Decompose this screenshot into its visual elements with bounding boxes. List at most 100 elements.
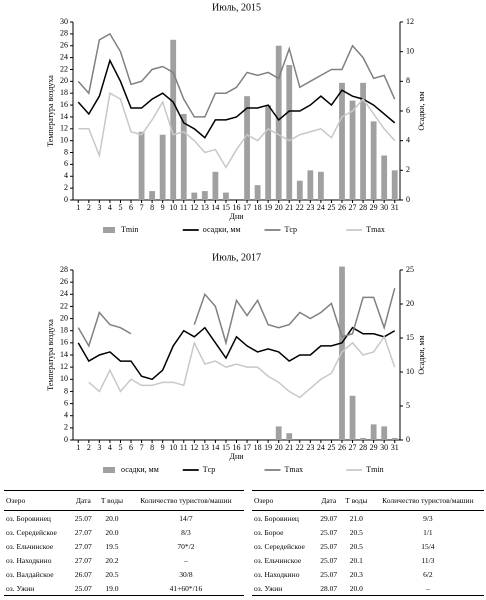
cell: 8/3: [181, 527, 191, 537]
x-axis-label: Дни: [229, 452, 244, 461]
bar: [212, 171, 219, 200]
y-tick-label: 18: [60, 88, 68, 97]
cell: оз. Валдайское: [6, 569, 54, 579]
x-tick-label: 2: [87, 443, 91, 452]
y-tick-label: 14: [60, 112, 68, 121]
bar: [360, 82, 366, 200]
x-tick-label: 4: [108, 203, 112, 212]
header-row: Озеро Дата T воды Количество туристов/машин: [252, 490, 484, 511]
x-tick-label: 28: [359, 443, 367, 452]
bar: [349, 395, 356, 440]
bar: [286, 433, 293, 440]
y-tick-label: 18: [60, 326, 68, 335]
bar: [370, 424, 377, 440]
line: [77, 310, 132, 348]
cell: 25.07: [320, 569, 338, 579]
legend-label: Tmax: [285, 465, 304, 474]
row: оз. Боровинец 25.07 20.0 14/7: [4, 511, 244, 526]
cell: оз. Находкино: [6, 555, 52, 565]
row: оз. Ужин 25.07 19.0 41+60*/16: [4, 581, 244, 596]
bar: [138, 131, 145, 200]
y-tick-label: 22: [60, 64, 68, 73]
line: [77, 32, 396, 118]
x-tick-label: 7: [140, 443, 144, 452]
x-tick-label: 19: [264, 443, 272, 452]
bar: [265, 105, 272, 200]
y-tick-label: 20: [60, 313, 68, 322]
x-tick-label: 17: [243, 443, 251, 452]
bar: [223, 192, 229, 200]
bar: [159, 134, 166, 200]
x-tick-label: 20: [275, 203, 283, 212]
row: оз. Ельчинское 25.07 20.1 11/3: [252, 553, 484, 567]
header-cell: Озеро: [252, 490, 317, 511]
x-tick-label: 26: [338, 443, 346, 452]
y-axis-label: Температура воздуха: [46, 75, 55, 147]
cell: –: [184, 555, 188, 565]
header-cell: Количество туристов/машин: [127, 490, 244, 511]
y2-tick-label: 5: [406, 401, 410, 410]
x-tick-label: 9: [161, 443, 165, 452]
cell: 20.3: [349, 569, 363, 579]
cell: 27.07: [74, 541, 92, 551]
y-tick-label: 22: [60, 301, 68, 310]
cell: оз. Ельчинское: [6, 541, 54, 551]
y-tick-label: 20: [60, 76, 68, 85]
cell: 25.07: [74, 583, 92, 593]
y2-tick-label: 6: [406, 106, 410, 115]
x-tick-label: 11: [180, 443, 188, 452]
legend-swatch: [103, 467, 115, 473]
cell: 25.07: [320, 541, 338, 551]
y-tick-label: 14: [60, 350, 68, 359]
y-tick-label: 26: [60, 41, 68, 50]
x-tick-label: 29: [370, 203, 378, 212]
legend-label: осадки, мм: [203, 225, 241, 234]
cell: 20.0: [105, 527, 119, 537]
cell: 26.07: [74, 569, 92, 579]
cell: 70*/2: [177, 541, 195, 551]
x-tick-label: 9: [161, 203, 165, 212]
header-cell: Дата: [70, 490, 97, 511]
x-tick-label: 16: [233, 203, 241, 212]
legend-label: Tср: [285, 225, 297, 234]
y2-axis-label: Осадки, мм: [417, 91, 426, 130]
charts: Июль, 2015024681012141618202224262830024…: [46, 2, 426, 474]
x-tick-label: 1: [76, 203, 80, 212]
x-tick-label: 12: [190, 443, 198, 452]
bar: [349, 100, 356, 200]
row: оз. Борое 25.07 20.5 1/1: [252, 525, 484, 539]
cell: 27.07: [74, 527, 92, 537]
cell: 20.1: [349, 555, 363, 565]
row: оз. Находкино 27.07 20.2 –: [4, 553, 244, 567]
x-tick-label: 25: [327, 203, 335, 212]
x-tick-label: 14: [211, 203, 219, 212]
bar: [391, 170, 398, 200]
y-tick-label: 10: [60, 374, 68, 383]
y2-tick-label: 4: [406, 135, 410, 144]
y-tick-label: 28: [60, 265, 68, 274]
cell: 11/3: [421, 555, 435, 565]
header-cell: Дата: [316, 490, 341, 511]
y2-tick-label: 12: [406, 17, 414, 26]
line: [77, 326, 396, 381]
x-axis-label: Дни: [229, 212, 244, 221]
bar: [391, 437, 398, 440]
y-tick-label: 12: [60, 362, 68, 371]
cell: 21.0: [349, 513, 363, 523]
bar: [170, 39, 177, 200]
x-tick-label: 27: [349, 203, 357, 212]
header-row: Озеро Дата T воды Количество туристов/машин: [4, 490, 244, 511]
x-tick-label: 18: [254, 443, 262, 452]
line: [193, 288, 396, 346]
x-tick-label: 25: [327, 443, 335, 452]
y2-tick-label: 10: [406, 46, 414, 55]
bar: [191, 192, 198, 200]
row: оз. Боровинец 29.07 21.0 9/3: [252, 511, 484, 526]
x-tick-label: 11: [180, 203, 188, 212]
y2-tick-label: 2: [406, 165, 410, 174]
x-tick-label: 8: [150, 203, 154, 212]
y-tick-label: 26: [60, 277, 68, 286]
x-tick-label: 7: [140, 203, 144, 212]
x-tick-label: 3: [97, 443, 101, 452]
legend-label: Tmax: [366, 225, 385, 234]
